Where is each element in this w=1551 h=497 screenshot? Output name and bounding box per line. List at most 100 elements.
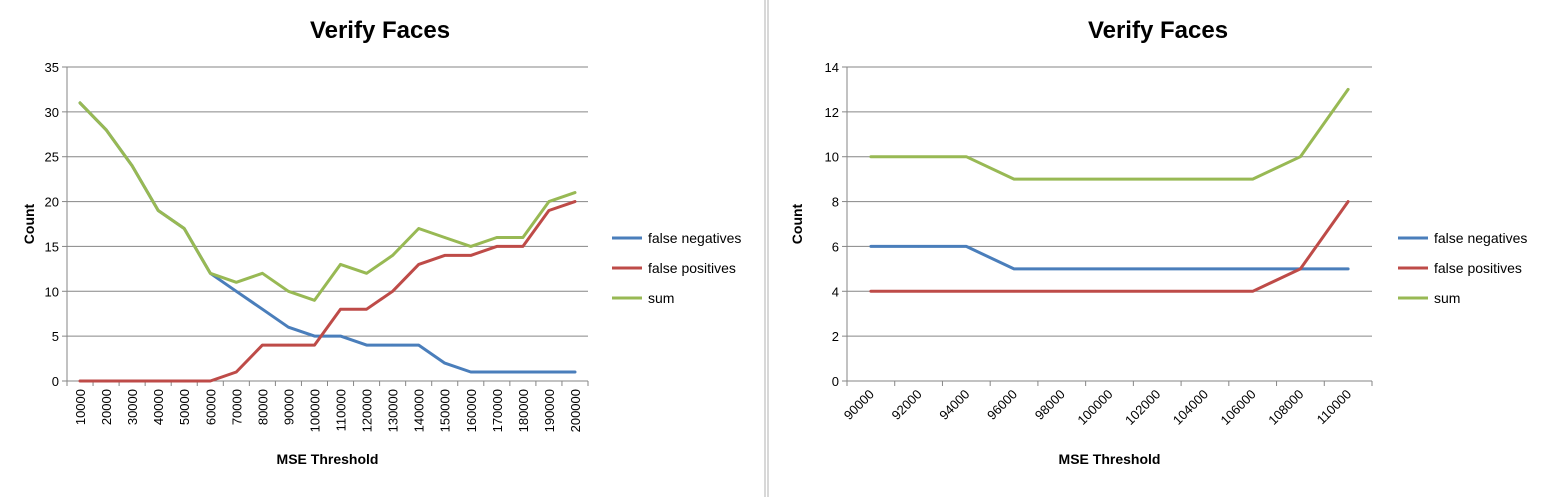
data-point-sum (156, 209, 160, 212)
data-point-false-positives (965, 290, 968, 293)
data-point-sum (1299, 155, 1302, 158)
x-tick-label: 102000 (1122, 387, 1163, 428)
y-tick-label: 25 (45, 150, 59, 165)
data-point-sum (130, 164, 134, 167)
data-point-false-negatives (495, 370, 499, 374)
data-point-sum (417, 227, 420, 230)
data-point-false-positives (1346, 200, 1350, 203)
data-point-false-positives (1012, 290, 1016, 293)
data-point-false-positives (495, 245, 499, 248)
x-tick-label: 108000 (1265, 387, 1306, 428)
data-point-sum (443, 236, 446, 239)
x-tick-label: 200000 (568, 389, 583, 432)
chart-1: Verify Faces 0 5 10 15 20 25 30 35 10000 20000 3000… (21, 17, 741, 467)
data-point-sum (78, 101, 82, 105)
data-point-sum (209, 272, 212, 275)
data-point-false-negatives (417, 343, 420, 347)
data-point-sum (917, 155, 920, 158)
data-point-sum (183, 227, 186, 230)
data-point-false-negatives (1156, 267, 1159, 271)
data-point-sum (521, 236, 525, 239)
data-point-sum (261, 272, 264, 275)
data-point-false-negatives (339, 334, 342, 338)
x-tick-label: 160000 (464, 389, 479, 432)
data-point-false-positives (156, 379, 160, 383)
x-tick-label: 98000 (1032, 387, 1068, 423)
x-tick-label: 30000 (125, 389, 140, 425)
data-point-false-positives (104, 379, 108, 383)
x-tick-label: 90000 (841, 387, 877, 423)
data-point-false-positives (869, 290, 873, 293)
x-tick-label: 170000 (490, 389, 505, 432)
y-tick-label: 20 (45, 195, 59, 210)
data-point-false-positives (917, 290, 920, 293)
x-tick-label: 80000 (255, 389, 270, 425)
y-tick-label: 30 (45, 105, 59, 120)
legend-label: false negatives (1434, 230, 1527, 246)
chart-title: Verify Faces (310, 17, 450, 44)
x-tick-label: 130000 (386, 389, 401, 432)
y-tick-label: 12 (825, 105, 839, 120)
x-tick-label: 40000 (151, 389, 166, 425)
data-point-sum (1108, 177, 1111, 181)
data-point-false-negatives (287, 325, 290, 329)
legend-label: sum (1434, 290, 1460, 306)
legend-label: sum (648, 290, 674, 306)
data-point-false-positives (547, 209, 551, 212)
data-point-false-positives (1299, 267, 1302, 271)
x-tick-label: 110000 (334, 389, 349, 431)
data-point-sum (869, 155, 873, 158)
y-tick-label: 14 (825, 60, 839, 75)
data-point-sum (1346, 88, 1350, 91)
data-point-false-positives (1108, 290, 1111, 293)
data-point-sum (495, 236, 499, 239)
y-tick-label: 4 (832, 284, 839, 299)
x-tick-label: 70000 (229, 389, 244, 425)
data-point-false-positives (209, 379, 212, 383)
data-point-sum (365, 272, 368, 275)
data-point-false-positives (443, 254, 446, 257)
data-point-false-positives (1156, 290, 1159, 293)
data-point-false-negatives (1012, 267, 1016, 271)
chart-2: Verify Faces 0 2 4 6 8 10 12 14 90000 92000 94000 96… (789, 17, 1527, 467)
data-point-false-positives (183, 379, 186, 383)
data-point-false-negatives (1108, 267, 1111, 271)
data-point-false-positives (469, 254, 472, 257)
data-point-sum (469, 245, 472, 248)
data-point-sum (1156, 177, 1159, 181)
data-point-false-negatives (869, 245, 873, 248)
data-point-false-negatives (1251, 267, 1254, 271)
data-point-false-negatives (443, 361, 446, 365)
x-tick-label: 10000 (73, 389, 88, 425)
data-point-false-negatives (469, 370, 472, 374)
y-tick-label: 5 (52, 329, 59, 344)
y-tick-label: 8 (832, 195, 839, 210)
series-line-sum (78, 101, 577, 302)
y-axis-title: Count (21, 203, 37, 244)
data-point-false-positives (235, 370, 238, 374)
legend-label: false positives (1434, 260, 1522, 276)
data-point-false-positives (521, 245, 525, 248)
data-point-false-negatives (313, 334, 316, 338)
x-tick-label: 92000 (889, 387, 925, 423)
legend-label: false positives (648, 260, 736, 276)
y-axis-title: Count (789, 203, 805, 244)
data-point-false-positives (1203, 290, 1207, 293)
chart-title: Verify Faces (1088, 17, 1228, 44)
x-tick-label: 100000 (1074, 387, 1115, 428)
data-point-sum (235, 281, 238, 284)
legend-label: false negatives (648, 230, 741, 246)
x-tick-label: 120000 (360, 389, 375, 432)
x-tick-label: 106000 (1218, 387, 1259, 428)
y-tick-label: 10 (45, 284, 59, 299)
data-point-sum (573, 191, 577, 194)
data-point-sum (965, 155, 968, 158)
data-point-false-negatives (365, 343, 368, 347)
data-point-false-positives (78, 379, 82, 383)
data-point-sum (1203, 177, 1207, 181)
data-point-sum (391, 254, 394, 257)
data-point-false-negatives (965, 245, 968, 248)
x-tick-label: 96000 (984, 387, 1020, 423)
x-tick-label: 20000 (99, 389, 114, 425)
data-point-false-positives (1251, 290, 1254, 293)
